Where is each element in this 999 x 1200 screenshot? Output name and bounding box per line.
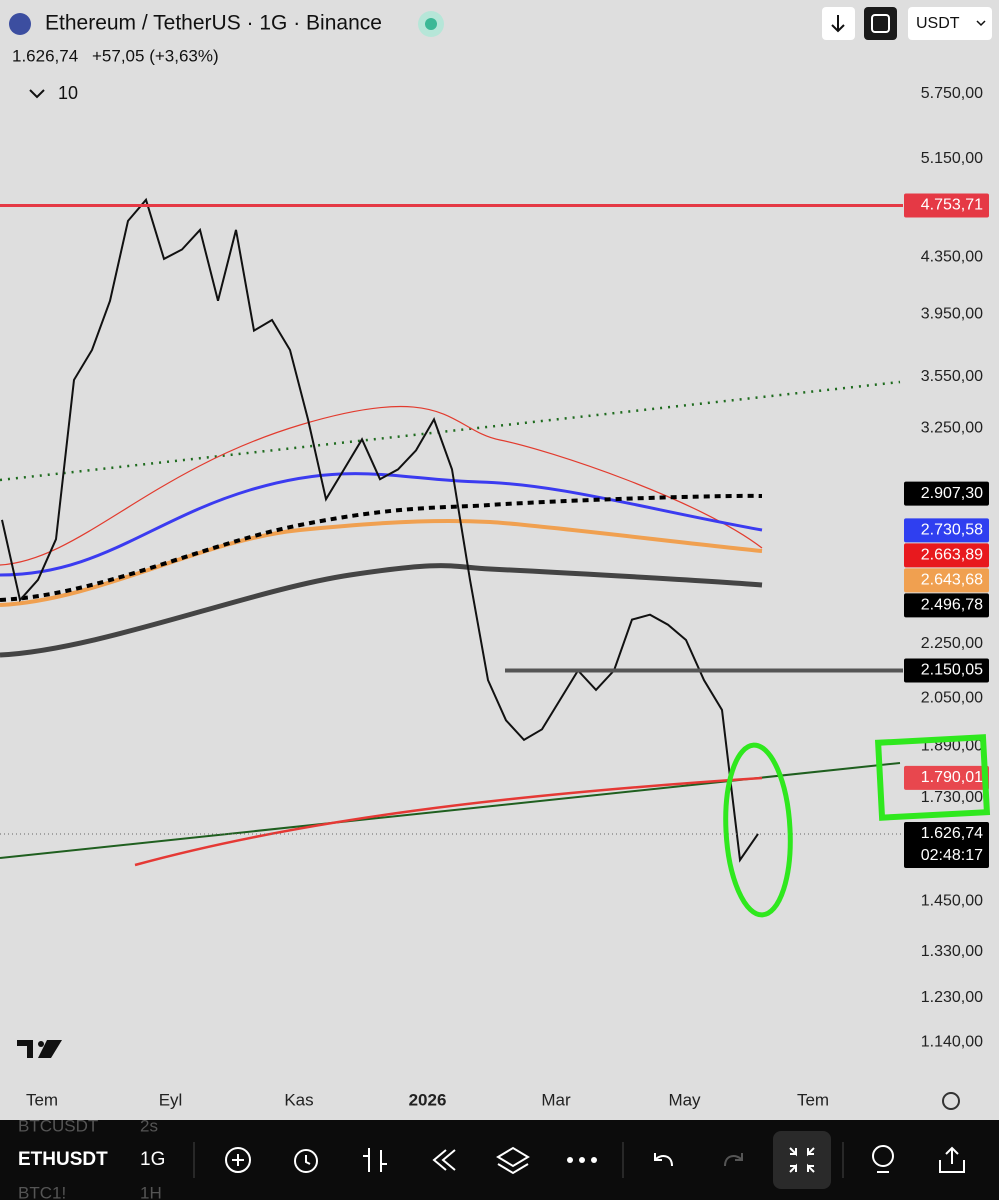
ma-red — [0, 405, 763, 566]
price-tag — [904, 593, 989, 618]
alert-icon[interactable] — [294, 1149, 318, 1173]
replay-icon[interactable] — [432, 1149, 456, 1171]
undo-icon[interactable] — [654, 1153, 673, 1167]
last-price: 1.626,74 — [12, 46, 78, 65]
price-tag — [904, 765, 989, 790]
fullscreen-button[interactable] — [864, 7, 897, 40]
x-tick-label: Eyl — [159, 1090, 183, 1109]
coin-icon — [9, 13, 31, 35]
x-tick-label: Kas — [284, 1090, 313, 1109]
y-tick-label: 3.550,00 — [921, 368, 983, 385]
currency-label: USDT — [916, 15, 960, 32]
annotation-ellipse — [723, 742, 793, 918]
y-tick-label: 1.140,00 — [921, 1034, 983, 1051]
symbol-faded: BTC1! — [18, 1183, 66, 1200]
idea-icon[interactable] — [872, 1145, 894, 1167]
ma-dashed — [0, 493, 763, 602]
ma-blue — [0, 472, 763, 577]
y-tick-label: 1.230,00 — [921, 989, 983, 1006]
price-tag — [904, 193, 989, 218]
y-tick-label: 5.150,00 — [921, 150, 983, 167]
y-tick-label: 2.050,00 — [921, 690, 983, 707]
x-tick-label: Mar — [541, 1090, 571, 1109]
ma-dark — [0, 563, 763, 658]
toolbar-interval[interactable]: 1G — [140, 1149, 165, 1170]
x-tick-label: Tem — [797, 1090, 829, 1109]
price-change: +57,05 (+3,63%) — [92, 46, 219, 65]
add-icon[interactable] — [225, 1147, 251, 1173]
y-tick-label: 3.950,00 — [921, 305, 983, 322]
annotation-box — [874, 734, 991, 821]
price-tag-label: 1.790,01 — [921, 769, 983, 786]
price-tag — [904, 568, 989, 593]
price-tag-label: 1.626,74 — [921, 825, 983, 842]
price-tag-label: 2.907,30 — [921, 485, 983, 502]
x-tick-label: 2026 — [409, 1090, 447, 1109]
bars-icon[interactable] — [363, 1148, 387, 1172]
more-icon[interactable] — [567, 1157, 597, 1163]
download-icon — [831, 15, 845, 33]
price-tag-label: 4.753,71 — [921, 197, 983, 214]
toolbar — [0, 1120, 999, 1200]
alert-hands — [305, 1155, 311, 1165]
y-tick-label: 1.450,00 — [921, 893, 983, 910]
price-tag — [904, 821, 989, 868]
fullscreen-icon — [871, 14, 890, 33]
currency-select[interactable] — [908, 7, 992, 40]
y-tick-label: 1.330,00 — [921, 943, 983, 960]
price-tag-label: 2.150,05 — [921, 662, 983, 679]
x-tick-label: Tem — [26, 1090, 58, 1109]
symbol-title[interactable]: Ethereum / TetherUS · 1G · Binance — [45, 12, 382, 35]
price-tag-label: 2.643,68 — [921, 572, 983, 589]
logo-dot — [38, 1041, 44, 1047]
dropdown-caret — [976, 20, 986, 27]
collapse-icon — [789, 1147, 815, 1173]
ma-red-long — [134, 776, 763, 867]
price-tag — [904, 481, 989, 506]
settings-icon[interactable] — [942, 1092, 960, 1110]
symbol-faded: BTCUSDT — [18, 1116, 98, 1135]
toolbar-symbol[interactable]: ETHUSDT — [18, 1149, 108, 1170]
logo — [17, 1040, 62, 1058]
ma-orange — [0, 518, 763, 607]
countdown: 02:48:17 — [921, 847, 983, 864]
collapse-icon[interactable] — [29, 89, 45, 99]
y-tick-label: 1.730,00 — [921, 789, 983, 806]
indicators-count[interactable]: 10 — [58, 83, 78, 103]
layers-icon[interactable] — [496, 1146, 530, 1175]
y-tick-label: 2.250,00 — [921, 635, 983, 652]
price-tag-label: 2.496,78 — [921, 597, 983, 614]
price-tag — [904, 658, 989, 683]
interval-faded: 2s — [140, 1116, 158, 1135]
y-tick-label: 5.750,00 — [921, 85, 983, 102]
price-tag-label: 2.663,89 — [921, 547, 983, 564]
y-tick-label: 4.350,00 — [921, 249, 983, 266]
redo-icon[interactable] — [724, 1153, 743, 1167]
price-tag — [904, 518, 989, 543]
price-line — [1, 197, 759, 863]
price-tag — [904, 543, 989, 568]
status-dot-inner — [425, 18, 437, 30]
price-tag-label: 2.730,58 — [921, 522, 983, 539]
interval-faded: 1H — [140, 1183, 162, 1200]
y-tick-label: 3.250,00 — [921, 420, 983, 437]
share-icon[interactable] — [939, 1146, 965, 1173]
add-plus — [232, 1154, 244, 1166]
collapse-button[interactable] — [773, 1131, 831, 1189]
x-tick-label: May — [668, 1090, 701, 1109]
